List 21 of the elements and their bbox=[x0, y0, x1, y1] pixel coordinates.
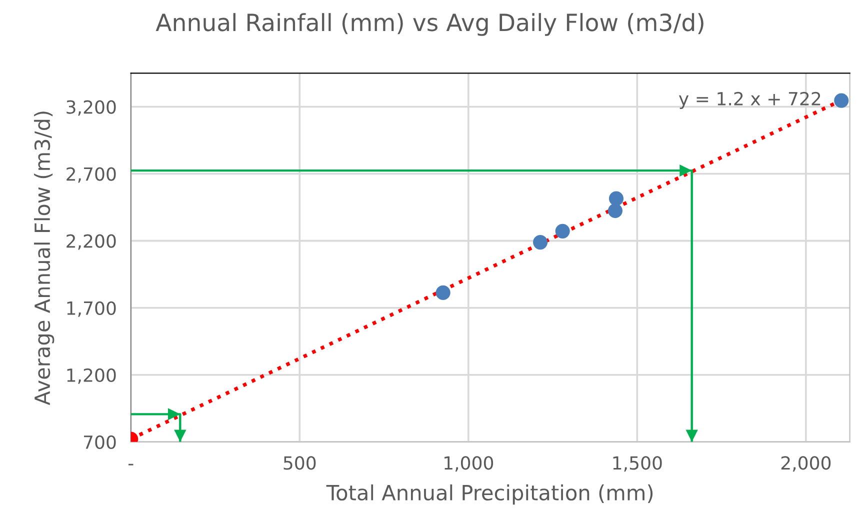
point bbox=[608, 191, 624, 206]
point bbox=[834, 93, 849, 108]
point bbox=[608, 204, 623, 218]
annotation: y = 1.2 x + 722 bbox=[678, 92, 820, 110]
y-tick-label: 1,200 bbox=[67, 368, 116, 384]
x-tick-label: 1,000 bbox=[444, 456, 494, 472]
y-axis-title: Average Annual Flow (m3/d) bbox=[34, 112, 54, 406]
x-axis-title: Total Annual Precipitation (mm) bbox=[326, 484, 653, 505]
chart-title: Annual Rainfall (mm) vs Avg Daily Flow (m3/d) bbox=[156, 13, 704, 36]
y-tick-label: 3,200 bbox=[66, 100, 116, 116]
point bbox=[533, 235, 548, 250]
y-tick-label: 2,700 bbox=[66, 167, 116, 183]
point bbox=[436, 285, 450, 300]
y-tick-label: 2,200 bbox=[66, 234, 116, 250]
x-tick-label: 500 bbox=[284, 456, 316, 470]
x-tick-label: 2,000 bbox=[781, 456, 831, 472]
y-tick-label: 1,700 bbox=[67, 301, 116, 317]
point bbox=[555, 224, 570, 238]
x-tick-label: - bbox=[128, 464, 134, 466]
y-tick-label: 700 bbox=[84, 435, 116, 450]
x-tick-label: 1,500 bbox=[613, 456, 662, 472]
